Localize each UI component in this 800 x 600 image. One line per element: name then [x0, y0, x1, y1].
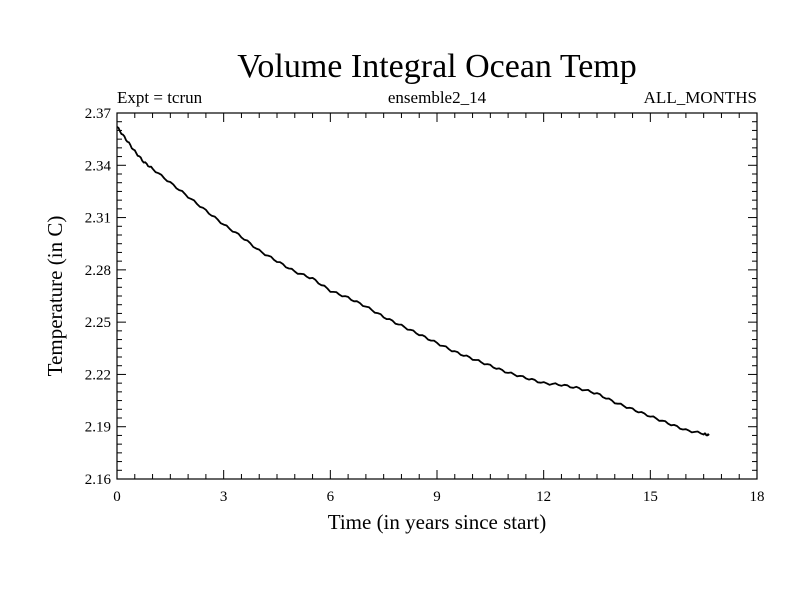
months-label: ALL_MONTHS [644, 88, 757, 107]
y-tick-label: 2.22 [85, 367, 111, 383]
axis-ticks [116, 112, 758, 480]
temperature-series-line [116, 126, 710, 437]
tick-labels: 0 3 6 9 12 15 18 2.16 2.19 2.22 2.25 2.28 2.31 2.34 2.… [85, 106, 765, 505]
y-tick-label: 2.37 [85, 106, 112, 122]
ensemble-label: ensemble2_14 [388, 88, 487, 107]
x-tick-label: 6 [327, 489, 335, 505]
y-tick-label: 2.19 [85, 420, 111, 436]
x-tick-label: 18 [750, 489, 765, 505]
y-tick-label: 2.34 [85, 158, 112, 174]
x-tick-label: 9 [433, 489, 441, 505]
x-axis-title: Time (in years since start) [328, 510, 547, 534]
y-tick-label: 2.25 [85, 315, 111, 331]
x-tick-label: 12 [536, 489, 551, 505]
x-tick-label: 3 [220, 489, 228, 505]
x-tick-label: 0 [113, 489, 121, 505]
y-tick-label: 2.16 [85, 472, 112, 488]
y-tick-label: 2.31 [85, 211, 111, 227]
x-tick-label: 15 [643, 489, 658, 505]
y-axis-title: Temperature (in C) [43, 216, 67, 377]
y-tick-label: 2.28 [85, 263, 111, 279]
chart-title: Volume Integral Ocean Temp [237, 48, 637, 85]
plot-frame [116, 112, 758, 480]
expt-label: Expt = tcrun [117, 88, 203, 107]
